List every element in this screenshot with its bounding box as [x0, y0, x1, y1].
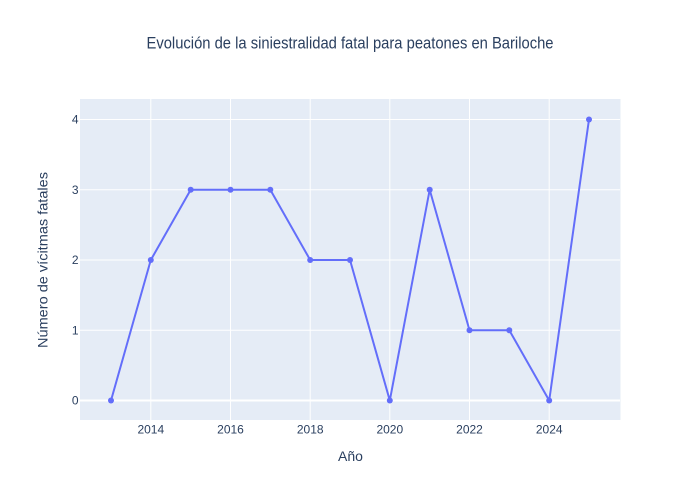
svg-text:0: 0: [72, 394, 79, 408]
svg-text:2020: 2020: [376, 423, 403, 437]
svg-text:2022: 2022: [456, 423, 483, 437]
svg-text:4: 4: [72, 113, 79, 127]
svg-text:Año: Año: [338, 448, 363, 464]
svg-text:3: 3: [72, 183, 79, 197]
svg-text:2: 2: [72, 253, 79, 267]
svg-text:2018: 2018: [297, 423, 324, 437]
svg-text:Número de vícitmas fatales: Número de vícitmas fatales: [35, 172, 51, 348]
svg-text:2024: 2024: [536, 423, 563, 437]
svg-text:2016: 2016: [217, 423, 244, 437]
svg-text:Evolución de la siniestralidad: Evolución de la siniestralidad fatal par…: [147, 34, 554, 53]
svg-text:1: 1: [72, 323, 79, 337]
svg-text:2014: 2014: [137, 423, 164, 437]
